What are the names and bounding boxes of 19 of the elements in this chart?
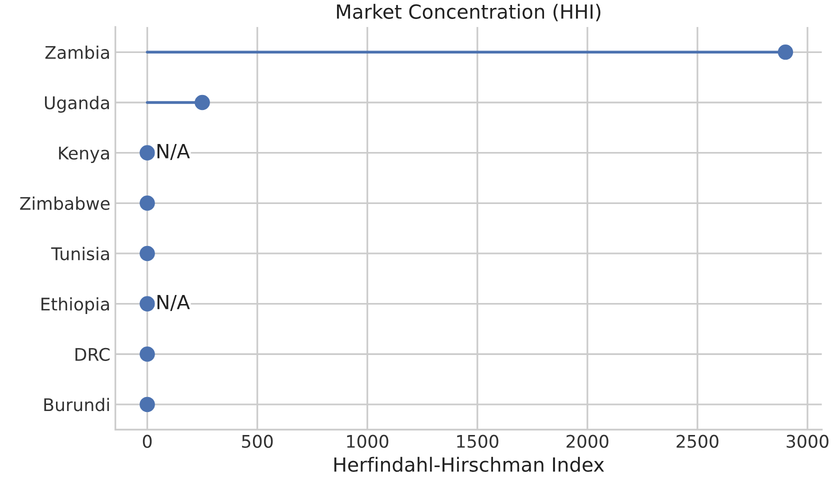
y-tick-label: Burundi xyxy=(44,398,109,412)
y-tick-label: Kenya xyxy=(59,146,109,164)
y-tick-label: Tunisia xyxy=(51,246,109,260)
y-tick-label: DRC xyxy=(76,348,110,361)
y-tick-label: Uganda xyxy=(44,96,109,113)
x-tick-label: 0 xyxy=(142,434,152,448)
chart-title: Market Concentration (HHI) xyxy=(337,4,600,22)
y-tick-label: Ethiopia xyxy=(42,297,109,314)
data-label: N/A xyxy=(158,294,190,311)
y-tick-label: Zambia xyxy=(45,46,109,60)
x-tick-label: 2500 xyxy=(676,434,718,448)
y-tick-label: Zimbabwe xyxy=(20,196,110,210)
x-tick-label: 1500 xyxy=(457,434,498,448)
x-tick-label: 3000 xyxy=(786,434,828,448)
x-tick-label: 2000 xyxy=(566,434,608,448)
x-tick-label: 500 xyxy=(242,434,273,448)
x-tick-label: 1000 xyxy=(347,434,388,448)
x-axis-title: Herfindahl-Hirschman Index xyxy=(334,456,604,472)
data-label: N/A xyxy=(158,144,190,160)
